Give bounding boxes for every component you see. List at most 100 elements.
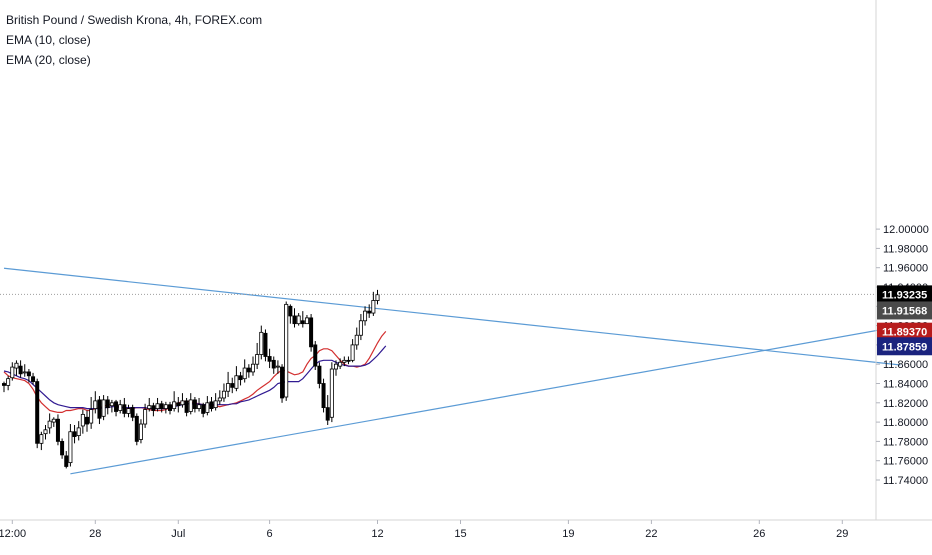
candle xyxy=(180,393,185,408)
price-label-last: 11.93235 xyxy=(877,285,932,304)
candle-body xyxy=(101,399,106,417)
candle xyxy=(333,360,338,376)
candle xyxy=(60,438,65,459)
candle-body xyxy=(60,440,65,456)
candle xyxy=(167,401,172,415)
candle xyxy=(321,378,326,413)
ema20-legend: EMA (20, close) xyxy=(6,53,91,67)
candle-body xyxy=(350,344,355,361)
candle xyxy=(317,362,322,389)
candle-body xyxy=(39,434,44,444)
y-tick-label: 11.76000 xyxy=(883,456,928,468)
candle-body xyxy=(226,383,231,392)
candle xyxy=(292,308,297,328)
x-tick-label: 28 xyxy=(89,528,101,540)
candle-body xyxy=(288,305,293,317)
candle xyxy=(246,364,251,378)
candle xyxy=(230,377,235,394)
candle xyxy=(221,383,226,402)
candle-body xyxy=(43,429,48,435)
candle xyxy=(217,390,222,405)
candle xyxy=(43,424,48,440)
candle-body xyxy=(64,455,69,467)
candle xyxy=(155,397,160,412)
candle xyxy=(371,291,376,316)
candle xyxy=(93,391,98,414)
candle-body xyxy=(31,376,36,382)
candle-body xyxy=(6,378,11,386)
candle-body xyxy=(180,400,185,406)
candle xyxy=(64,451,69,469)
candle xyxy=(151,402,156,417)
y-tick-label: 11.86000 xyxy=(883,359,928,371)
candle xyxy=(263,329,268,362)
candle-body xyxy=(172,401,177,409)
candle xyxy=(375,289,380,305)
candle xyxy=(55,414,60,446)
candle-body xyxy=(51,418,56,423)
candle-body xyxy=(47,420,52,429)
candle-body xyxy=(134,415,139,442)
candle xyxy=(296,313,301,326)
candle-body xyxy=(221,390,226,399)
candle xyxy=(188,393,193,415)
candle xyxy=(80,409,85,434)
candle xyxy=(31,372,36,385)
candle xyxy=(176,397,181,413)
candle-body xyxy=(300,320,305,325)
candle xyxy=(367,304,372,318)
candle xyxy=(255,342,260,370)
candle-body xyxy=(238,375,243,381)
candle-body xyxy=(197,404,202,409)
price-label-bg xyxy=(877,301,932,320)
candle xyxy=(101,395,106,421)
candle xyxy=(2,381,7,393)
candle xyxy=(363,306,368,326)
candle xyxy=(89,397,94,429)
candle xyxy=(288,304,293,324)
candle-body xyxy=(267,356,272,362)
candle-body xyxy=(201,404,206,414)
candle xyxy=(313,341,318,370)
candle xyxy=(105,396,110,415)
candle xyxy=(114,399,119,417)
candle xyxy=(242,359,247,383)
candle xyxy=(76,421,81,441)
candle xyxy=(14,360,19,376)
candle-body xyxy=(205,402,210,413)
candle xyxy=(72,424,77,444)
candle xyxy=(209,397,214,412)
y-tick-label: 12.00000 xyxy=(883,224,929,236)
candle-body xyxy=(151,405,156,411)
ema10-legend: EMA (10, close) xyxy=(6,33,91,47)
trendline[interactable] xyxy=(3,267,901,366)
candle-body xyxy=(10,366,15,379)
candle-body xyxy=(242,367,247,380)
candle xyxy=(68,424,73,467)
y-tick-label: 11.98000 xyxy=(883,243,928,255)
candle-body xyxy=(155,403,160,409)
candles-layer xyxy=(2,289,380,469)
candle-body xyxy=(338,361,343,367)
candle xyxy=(51,417,56,427)
candle-body xyxy=(14,362,19,369)
candle xyxy=(338,358,343,370)
candle-body xyxy=(246,367,251,373)
candle xyxy=(184,397,189,417)
candle xyxy=(6,375,11,391)
candle xyxy=(97,396,102,425)
candle xyxy=(346,356,351,365)
candle-body xyxy=(317,365,322,384)
candle-body xyxy=(230,383,235,388)
candle xyxy=(250,356,255,376)
candle-body xyxy=(114,401,119,412)
trendline[interactable] xyxy=(70,325,901,475)
candle xyxy=(172,391,177,412)
candle-body xyxy=(105,399,110,409)
candle-body xyxy=(159,403,164,409)
y-tick-label: 11.96000 xyxy=(883,263,928,275)
x-tick-label: 12:00 xyxy=(0,528,26,540)
candle xyxy=(39,431,44,451)
